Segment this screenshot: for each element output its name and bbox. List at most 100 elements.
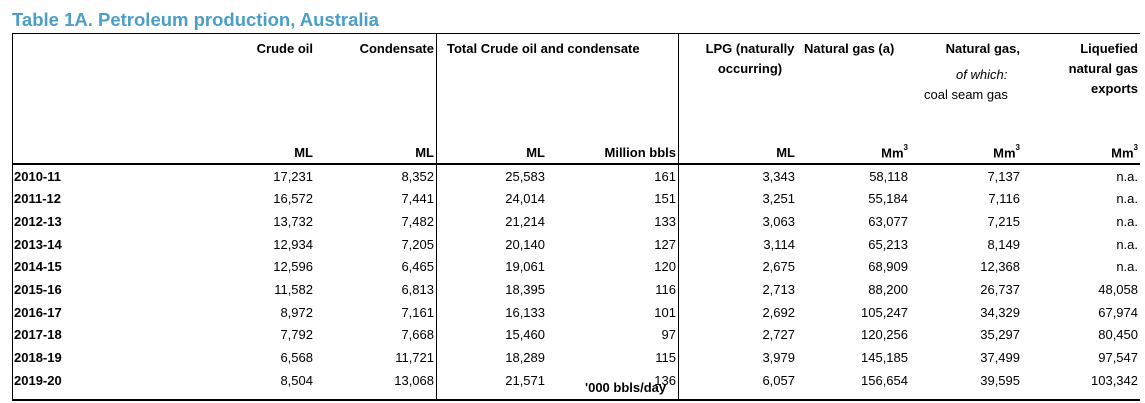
cell-lpg: 2,713 xyxy=(762,282,795,297)
table-row: 2019-20 8,504 13,068 21,571 136 6,057 156,654 3… xyxy=(0,370,1145,393)
cell-lpg: 2,727 xyxy=(762,327,795,343)
cell-total-ml: 16,133 xyxy=(505,304,545,320)
col-divider-condensate xyxy=(436,33,437,401)
col-header-lng-line2: natural gas xyxy=(1068,61,1138,76)
cell-lpg: 3,114 xyxy=(763,236,795,252)
cell-condensate: 7,441 xyxy=(401,191,434,207)
cell-total-bbls: 97 xyxy=(661,327,676,343)
cell-total-ml: 21,214 xyxy=(505,213,545,229)
unit-lpg: ML xyxy=(776,145,795,160)
cell-condensate: 11,721 xyxy=(395,350,434,366)
cell-year: 2014-15 xyxy=(14,259,62,275)
cell-coal-seam-gas: 8,149 xyxy=(987,236,1020,252)
cell-lng-exports: 103,342 xyxy=(1091,372,1138,388)
cell-total-ml: 24,014 xyxy=(505,191,545,207)
cell-lpg: 3,063 xyxy=(762,213,795,229)
cell-crude-oil: 8,972 xyxy=(280,304,313,320)
cell-crude-oil: 11,582 xyxy=(274,282,313,297)
col-header-natural-gas: Natural gas (a) xyxy=(804,41,895,56)
cell-year: 2018-19 xyxy=(14,350,62,366)
table-bottom-border xyxy=(12,399,1140,401)
cell-natural-gas: 68,909 xyxy=(868,259,908,275)
cell-total-ml: 21,571 xyxy=(505,372,545,388)
table-row: 2017-18 7,792 7,668 15,460 97 2,727 120,256 35,… xyxy=(0,324,1145,347)
cell-natural-gas: 88,200 xyxy=(868,282,908,297)
cell-year: 2019-20 xyxy=(14,372,62,388)
cell-natural-gas: 105,247 xyxy=(861,304,908,320)
table-row: 2015-16 11,582 6,813 18,395 116 2,713 88,200 26… xyxy=(0,279,1145,302)
cell-condensate: 7,668 xyxy=(401,327,434,343)
cell-natural-gas: 156,654 xyxy=(861,372,908,388)
cell-crude-oil: 7,792 xyxy=(280,327,313,343)
cell-total-ml: 20,140 xyxy=(505,236,545,252)
cell-crude-oil: 16,572 xyxy=(273,191,313,207)
cell-condensate: 7,482 xyxy=(401,213,434,229)
cell-natural-gas: 58,118 xyxy=(869,168,908,184)
cell-lng-exports: 67,974 xyxy=(1098,304,1138,320)
col-header-crude-oil: Crude oil xyxy=(256,41,313,56)
cell-coal-seam-gas: 34,329 xyxy=(980,304,1020,320)
table-row: 2011-12 16,572 7,441 24,014 151 3,251 55,184 7,… xyxy=(0,188,1145,211)
cell-coal-seam-gas: 12,368 xyxy=(980,259,1020,275)
col-header-lpg-line2: occurring) xyxy=(717,61,783,76)
cell-lng-exports: n.a. xyxy=(1116,236,1138,252)
cell-total-bbls: 127 xyxy=(654,236,676,252)
footer-unit: '000 bbls/day xyxy=(585,380,667,395)
cell-coal-seam-gas: 7,137 xyxy=(987,168,1020,184)
cell-total-ml: 19,061 xyxy=(505,259,545,275)
cell-lng-exports: 80,450 xyxy=(1098,327,1138,343)
table-row: 2014-15 12,596 6,465 19,061 120 2,675 68,909 12… xyxy=(0,256,1145,279)
cell-total-bbls: 136 xyxy=(654,372,676,388)
cell-condensate: 7,205 xyxy=(401,236,434,252)
col-header-lng-line1: Liquefied xyxy=(1080,41,1138,56)
cell-coal-seam-gas: 39,595 xyxy=(980,372,1020,388)
unit-ng-csg-sup: 3 xyxy=(1015,143,1020,152)
cell-coal-seam-gas: 26,737 xyxy=(980,282,1020,297)
cell-lng-exports: n.a. xyxy=(1116,259,1138,275)
cell-natural-gas: 120,256 xyxy=(861,327,908,343)
col-header-ng-csg-line2: of which: xyxy=(956,67,1008,82)
cell-crude-oil: 12,934 xyxy=(273,236,313,252)
cell-crude-oil: 8,504 xyxy=(280,372,313,388)
cell-crude-oil: 13,732 xyxy=(273,213,313,229)
unit-lng: Mm3 xyxy=(1111,143,1138,160)
table-row: 2012-13 13,732 7,482 21,214 133 3,063 63,077 7,… xyxy=(0,211,1145,234)
cell-natural-gas: 145,185 xyxy=(861,350,908,366)
cell-total-bbls: 120 xyxy=(654,259,676,275)
cell-total-ml: 18,395 xyxy=(505,282,545,297)
cell-coal-seam-gas: 35,297 xyxy=(980,327,1020,343)
unit-total-ml: ML xyxy=(526,145,545,160)
unit-natural-gas-base: Mm xyxy=(881,145,904,161)
cell-year: 2010-11 xyxy=(14,168,61,184)
cell-lpg: 3,251 xyxy=(762,191,795,207)
cell-total-ml: 18,289 xyxy=(505,350,545,366)
cell-crude-oil: 6,568 xyxy=(280,350,313,366)
cell-total-ml: 15,460 xyxy=(505,327,545,343)
cell-lng-exports: 97,547 xyxy=(1098,350,1138,366)
cell-lng-exports: n.a. xyxy=(1116,213,1138,229)
table-top-border xyxy=(12,33,1140,34)
col-divider-total xyxy=(678,33,679,401)
table-row: 2010-11 17,231 8,352 25,583 161 3,343 58,118 7,… xyxy=(0,166,1145,189)
table-row: 2016-17 8,972 7,161 16,133 101 2,692 105,247 34… xyxy=(0,302,1145,325)
cell-lpg: 3,979 xyxy=(762,350,795,366)
cell-natural-gas: 63,077 xyxy=(868,213,908,229)
table-row: 2018-19 6,568 11,721 18,289 115 3,979 145,185 3… xyxy=(0,347,1145,370)
cell-year: 2015-16 xyxy=(14,282,62,297)
unit-lng-sup: 3 xyxy=(1133,143,1138,152)
cell-total-bbls: 101 xyxy=(654,304,676,320)
cell-total-bbls: 116 xyxy=(655,282,676,297)
cell-total-bbls: 161 xyxy=(654,168,676,184)
cell-natural-gas: 65,213 xyxy=(868,236,908,252)
cell-coal-seam-gas: 37,499 xyxy=(980,350,1020,366)
unit-ng-csg: Mm3 xyxy=(993,143,1020,160)
cell-condensate: 6,465 xyxy=(401,259,434,275)
cell-coal-seam-gas: 7,116 xyxy=(988,191,1020,207)
unit-natural-gas: Mm3 xyxy=(881,143,908,161)
cell-condensate: 6,813 xyxy=(401,282,434,297)
table-title: Table 1A. Petroleum production, Australi… xyxy=(12,9,379,30)
unit-condensate: ML xyxy=(415,145,434,160)
cell-lpg: 6,057 xyxy=(762,372,795,388)
cell-natural-gas: 55,184 xyxy=(868,191,908,207)
cell-lpg: 2,692 xyxy=(762,304,795,320)
